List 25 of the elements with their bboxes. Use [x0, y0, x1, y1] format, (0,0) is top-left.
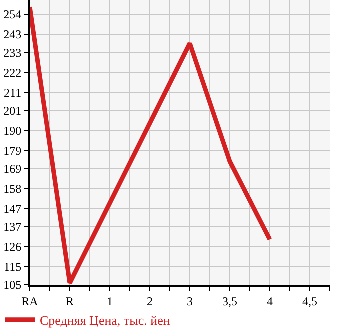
y-tick-label: 147 [4, 202, 22, 216]
y-tick-label: 190 [4, 124, 22, 138]
x-tick-label: 1 [107, 294, 113, 308]
y-tick-label: 222 [4, 66, 22, 80]
y-tick-label: 179 [4, 144, 22, 158]
y-tick-label: 158 [4, 182, 22, 196]
x-tick-label: R [66, 294, 74, 308]
x-tick-label: 3 [187, 294, 193, 308]
y-tick-label: 211 [4, 86, 22, 100]
y-tick-label: 137 [4, 220, 22, 234]
y-tick-label: 254 [4, 8, 22, 22]
y-tick-label: 115 [4, 260, 22, 274]
y-tick-label: 126 [4, 240, 22, 254]
y-tick-label: 105 [4, 278, 22, 292]
legend-label: Средняя Цена, тыс. йен [40, 312, 170, 328]
x-tick-label: RA [22, 294, 39, 308]
x-tick-label: 4,5 [302, 294, 318, 308]
y-tick-label: 233 [4, 46, 22, 60]
y-tick-label: 243 [4, 28, 22, 42]
y-tick-label: 169 [4, 162, 22, 176]
x-tick-label: 2 [147, 294, 153, 308]
y-tick-label: 201 [4, 104, 22, 118]
x-tick-label: 4 [267, 294, 273, 308]
x-tick-label: 3,5 [222, 294, 238, 308]
line-series [30, 5, 272, 285]
